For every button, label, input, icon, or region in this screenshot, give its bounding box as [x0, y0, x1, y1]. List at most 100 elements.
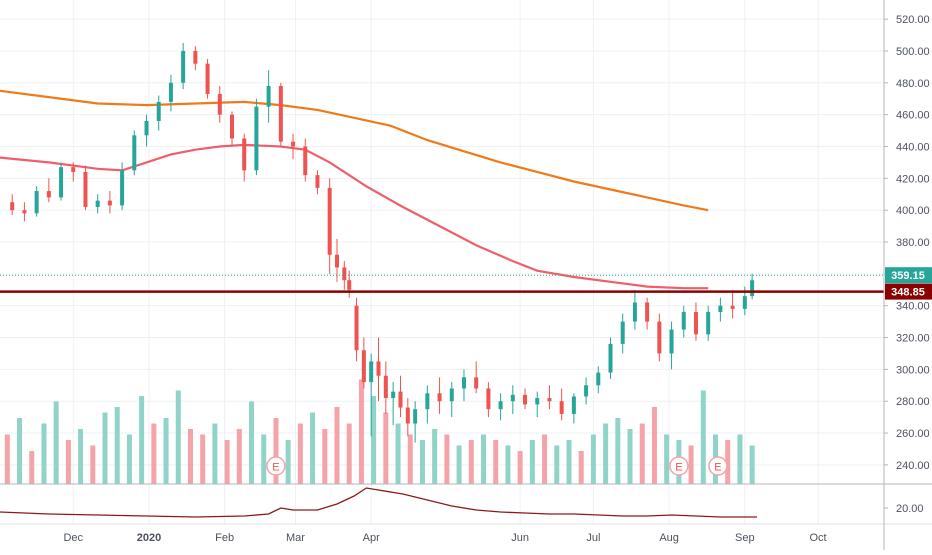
candle-body [391, 391, 396, 399]
support-level-badge-text: 348.85 [891, 287, 925, 299]
volume-bar [407, 434, 413, 484]
candle [291, 133, 296, 160]
volume-bar [102, 412, 108, 484]
volume-bar [334, 407, 340, 484]
candle [315, 170, 320, 195]
candle-body [354, 305, 359, 351]
earnings-marker: E [669, 456, 689, 476]
earnings-marker-circle [266, 456, 286, 476]
candle-body [347, 280, 352, 290]
candle-body [71, 167, 76, 172]
volume-bar [297, 423, 303, 484]
candle-body [498, 401, 503, 410]
volume-bar [395, 423, 401, 484]
volume-bar [65, 440, 71, 484]
candle [168, 74, 173, 112]
candle [254, 98, 259, 176]
candle-body [205, 63, 210, 94]
candle [718, 297, 723, 322]
volume-bar [432, 429, 438, 484]
candle [750, 273, 755, 300]
candle-body [750, 280, 755, 297]
volume-bar [41, 423, 47, 484]
time-tick-label: Mar [286, 532, 305, 544]
time-tick-label: Sep [735, 532, 755, 544]
volume-bar [151, 423, 157, 484]
candle-body [620, 321, 625, 344]
time-tick-label: Jun [511, 532, 529, 544]
candle [449, 382, 454, 418]
candle [706, 305, 711, 341]
candle [425, 385, 430, 424]
volume-bar [187, 429, 193, 484]
candle [461, 369, 466, 402]
volume-bar [114, 407, 120, 484]
last-price-badge-bg [885, 267, 932, 284]
time-tick-label: Oct [810, 532, 827, 544]
time-tick-label: 2020 [137, 532, 161, 544]
volume-bar [249, 401, 255, 484]
volume-bar [639, 423, 645, 484]
volume-bar [163, 418, 169, 484]
candle-body [369, 361, 374, 383]
volume-bar [371, 396, 377, 484]
support-level-badge-bg [885, 283, 932, 300]
candle [354, 297, 359, 362]
candle-body [334, 254, 339, 268]
candle-body [242, 138, 247, 171]
candle [369, 353, 374, 437]
candle [571, 393, 576, 424]
candle [405, 398, 410, 437]
candle [523, 388, 528, 410]
price-tick-label: 320.00 [896, 333, 930, 345]
candle-body [95, 200, 100, 207]
volume-bar [29, 451, 35, 484]
candle-body [535, 398, 540, 405]
candle-body [669, 329, 674, 354]
candle [83, 165, 88, 211]
candle [59, 162, 64, 201]
volume-bar [200, 434, 206, 484]
time-tick-label: Aug [659, 532, 679, 544]
indicator-tick-label: 20.00 [896, 503, 924, 515]
candle-body [608, 343, 613, 373]
volume-bar [346, 423, 352, 484]
candle-body [645, 302, 650, 322]
candle [376, 337, 381, 402]
earnings-marker: E [708, 456, 728, 476]
volume-bar [17, 418, 23, 484]
candle [327, 178, 332, 274]
volume-bar [725, 440, 731, 484]
volume-bar [126, 434, 132, 484]
candle [205, 58, 210, 99]
price-tick-label: 240.00 [896, 460, 930, 472]
candle-body [405, 407, 410, 424]
volume-bar [358, 379, 364, 484]
price-tick-label: 480.00 [896, 78, 930, 90]
candle [347, 270, 352, 298]
candle [217, 85, 222, 123]
candle [132, 130, 137, 176]
volume-bar [139, 396, 145, 484]
volume-bar [236, 429, 242, 484]
candle-body [398, 391, 403, 408]
volume-bar [664, 434, 670, 484]
candle-body [291, 141, 296, 147]
candle-body [217, 93, 222, 115]
volume-bar [651, 407, 657, 484]
volume-bar [419, 440, 425, 484]
candle [22, 202, 27, 222]
moving-average-line-1 [0, 89, 709, 212]
candle-body [437, 393, 442, 402]
price-tick-label: 500.00 [896, 46, 930, 58]
price-tick-label: 300.00 [896, 364, 930, 376]
volume-bar [566, 440, 572, 484]
indicator-line [0, 487, 757, 518]
volume-bar [627, 429, 633, 484]
candle-body [730, 305, 735, 309]
candle-body [315, 175, 320, 188]
volume-bar [688, 445, 694, 484]
candle [474, 361, 479, 394]
